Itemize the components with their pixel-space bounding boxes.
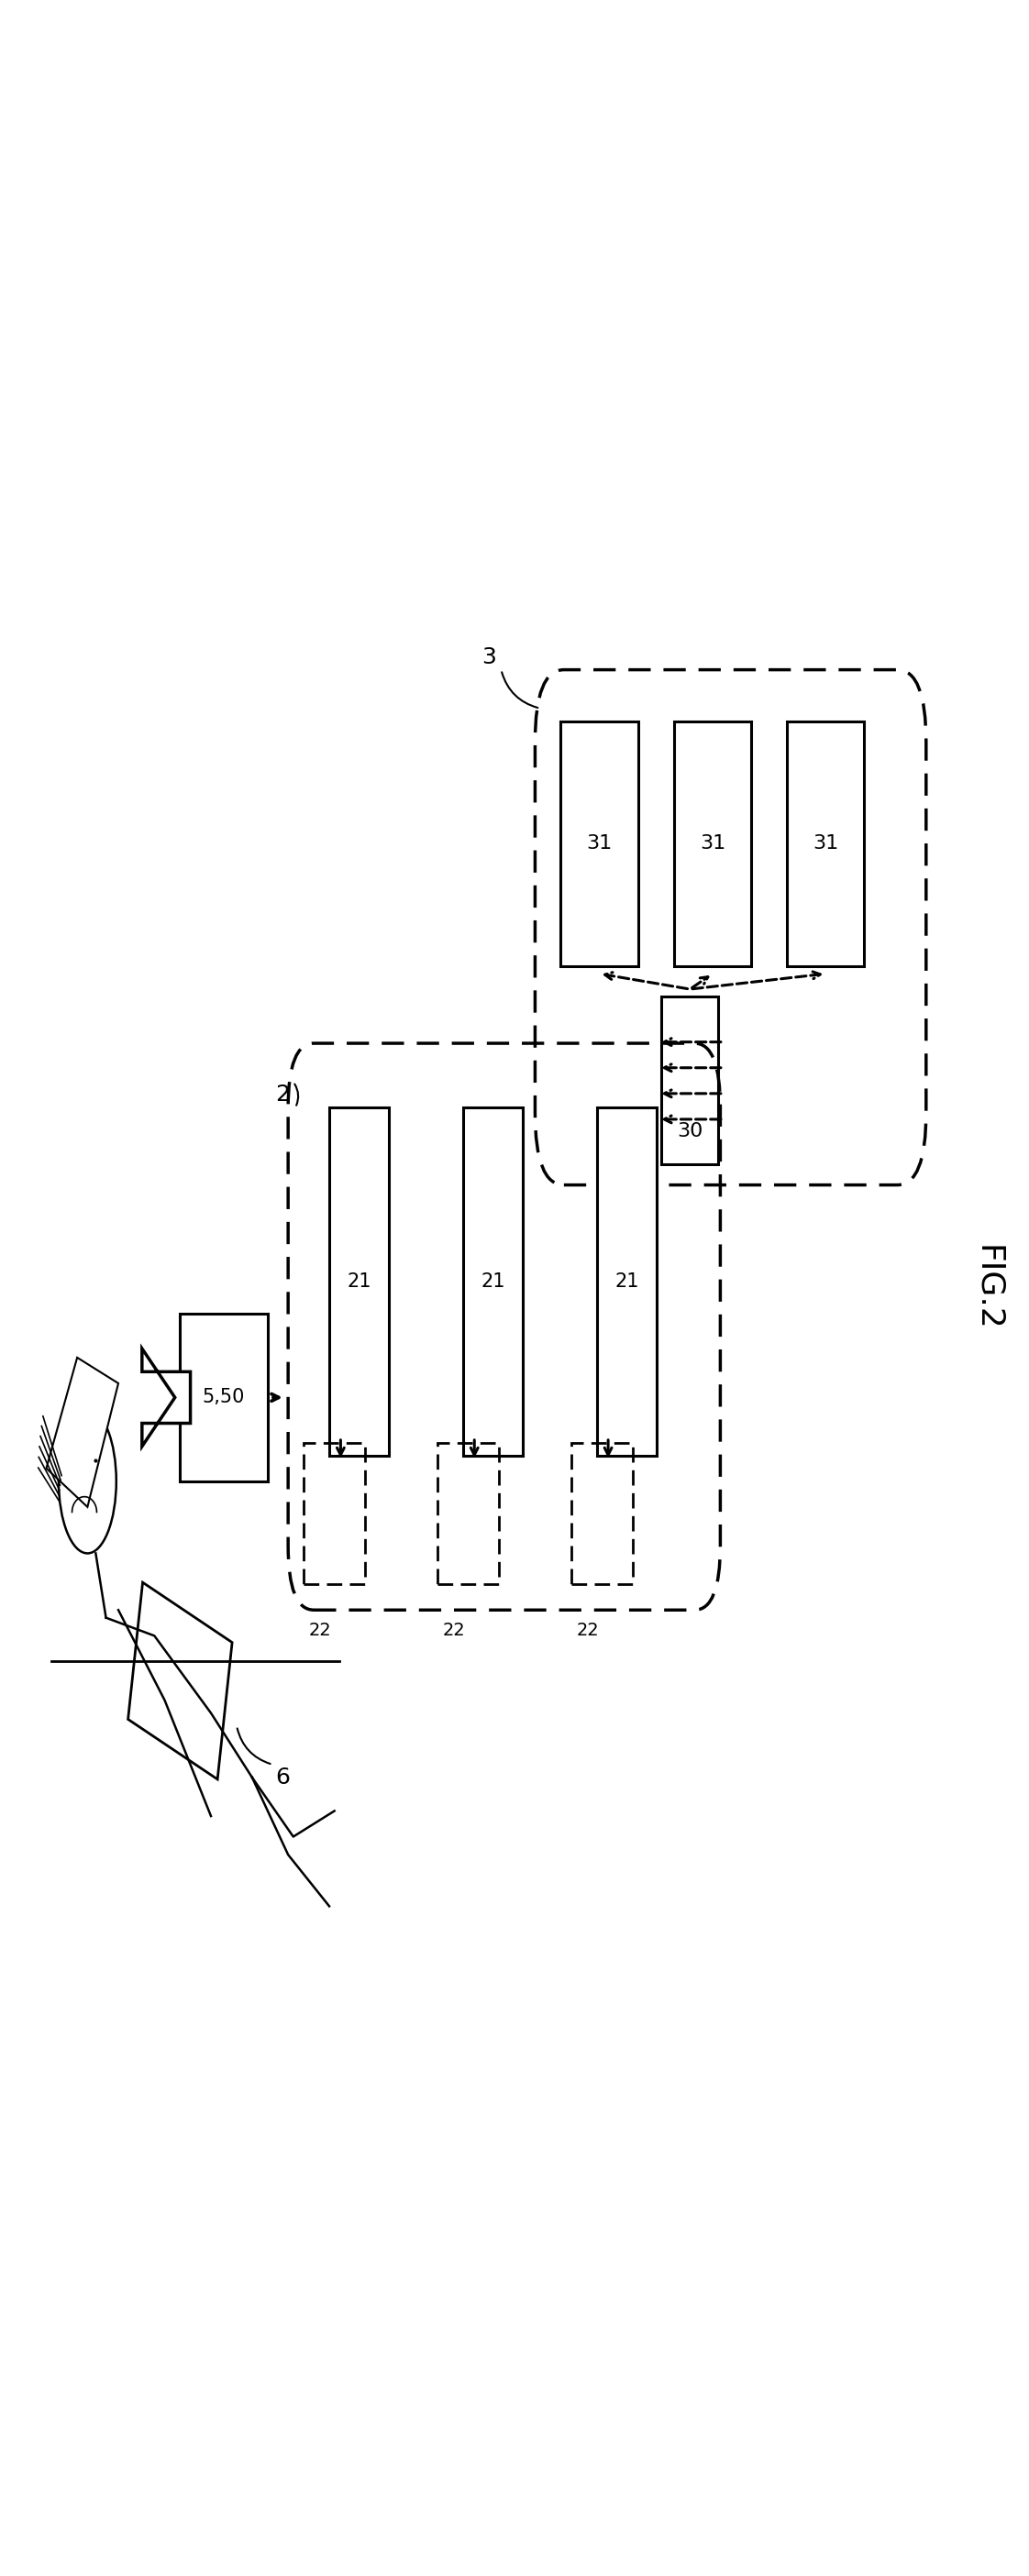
Bar — [787, 721, 864, 966]
Text: 22: 22 — [309, 1623, 331, 1638]
Bar — [662, 997, 718, 1164]
Bar — [128, 1582, 233, 1780]
Text: 22: 22 — [576, 1623, 599, 1638]
Bar — [463, 1108, 523, 1455]
Bar — [571, 1443, 633, 1584]
Bar — [437, 1443, 499, 1584]
Text: 22: 22 — [442, 1623, 465, 1638]
Text: 31: 31 — [813, 835, 839, 853]
Text: 21: 21 — [614, 1273, 639, 1291]
Text: 31: 31 — [587, 835, 612, 853]
Text: 5,50: 5,50 — [203, 1388, 245, 1406]
Bar — [180, 1314, 268, 1481]
Text: FIG.2: FIG.2 — [972, 1244, 1003, 1332]
Bar — [304, 1443, 365, 1584]
Bar — [561, 721, 638, 966]
Text: 21: 21 — [347, 1273, 371, 1291]
Polygon shape — [46, 1358, 118, 1507]
Text: 2: 2 — [276, 1084, 290, 1105]
Text: 30: 30 — [677, 1121, 703, 1141]
Polygon shape — [142, 1347, 190, 1448]
Bar — [329, 1108, 389, 1455]
Text: 3: 3 — [482, 647, 496, 667]
Text: 31: 31 — [700, 835, 725, 853]
Bar — [597, 1108, 657, 1455]
Text: 6: 6 — [276, 1767, 290, 1788]
Text: 21: 21 — [481, 1273, 505, 1291]
Bar — [674, 721, 751, 966]
